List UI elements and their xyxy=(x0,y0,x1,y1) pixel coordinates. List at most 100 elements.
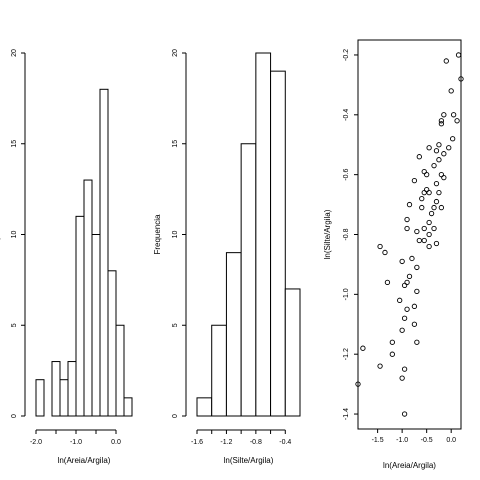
histogram-2-bar xyxy=(284,288,301,417)
x-tick-label: -0.4 xyxy=(279,439,291,446)
scatter-point xyxy=(419,204,425,211)
scatter-point xyxy=(441,174,447,181)
y-tick-label: 10 xyxy=(11,231,18,239)
scatter-point xyxy=(421,225,427,232)
scatter-point xyxy=(384,279,391,286)
y-tick-label: -1.4 xyxy=(343,408,350,420)
scatter-point xyxy=(438,121,445,127)
scatter-point xyxy=(424,172,430,178)
scatter-point xyxy=(406,201,413,208)
scatter-point xyxy=(389,351,395,357)
y-axis-label: Frequencia xyxy=(153,214,162,255)
scatter-point xyxy=(401,315,408,321)
scatter-point xyxy=(421,189,427,196)
scatter-point xyxy=(414,228,420,235)
scatter-point xyxy=(446,145,452,151)
scatter-point xyxy=(409,255,415,262)
x-tick-label: -2.0 xyxy=(30,439,42,446)
scatter-point xyxy=(411,303,418,309)
histogram-1-bar xyxy=(107,270,117,417)
scatter-point xyxy=(426,145,432,151)
scatter-point xyxy=(438,204,445,211)
scatter-point xyxy=(360,345,366,351)
scatter-point xyxy=(399,327,405,333)
histogram-2-bar xyxy=(255,52,272,417)
histogram-1-bar xyxy=(115,324,125,417)
scatter-point xyxy=(433,148,440,154)
scatter-point xyxy=(404,279,410,286)
scatter-point xyxy=(416,237,422,244)
scatter-point xyxy=(436,157,442,163)
scatter-point xyxy=(426,243,432,250)
histogram-1 xyxy=(35,88,133,417)
histogram-2 xyxy=(196,52,301,417)
x-tick-label: -0.8 xyxy=(250,439,262,446)
scatter-point xyxy=(426,189,432,196)
scatter-points xyxy=(355,52,464,417)
histogram-2-bar xyxy=(196,397,213,417)
x-tick-label: -1.5 xyxy=(372,437,384,444)
scatter-point xyxy=(401,366,408,372)
y-tick-label: 15 xyxy=(172,140,179,148)
y-axis-label: Frequencia xyxy=(0,214,1,255)
scatter-plot-frame xyxy=(357,39,462,430)
scatter-point xyxy=(397,297,403,303)
y-tick-label: 0 xyxy=(172,414,179,418)
x-axis-label: ln(Areia/Argila) xyxy=(58,456,111,465)
x-tick-label: -1.2 xyxy=(220,439,232,446)
scatter-point xyxy=(399,258,405,265)
scatter-point xyxy=(428,210,435,217)
y-tick-label: 0 xyxy=(11,414,18,418)
histogram-2-bar xyxy=(211,324,227,417)
y-tick-label: 5 xyxy=(172,323,179,327)
scatter-point xyxy=(426,231,432,238)
scatter-point xyxy=(411,177,418,184)
y-tick-label: 15 xyxy=(11,140,18,148)
histogram-1-bar xyxy=(59,379,69,417)
scatter-point xyxy=(450,136,456,142)
scatter-point xyxy=(414,339,420,345)
scatter-point xyxy=(450,112,457,118)
scatter-point xyxy=(431,204,437,211)
histogram-2-bar xyxy=(240,143,257,417)
x-tick-label: -1.0 xyxy=(70,439,82,446)
scatter-point xyxy=(438,172,445,178)
scatter-point xyxy=(424,186,430,193)
x-tick-label: 0.0 xyxy=(446,437,456,444)
y-tick-label: -1.0 xyxy=(343,288,350,300)
histogram-1-bar xyxy=(83,179,93,417)
scatter-point xyxy=(416,154,422,160)
scatter-point xyxy=(438,118,445,124)
scatter-point xyxy=(404,306,410,312)
histogram-1-bar xyxy=(67,361,77,417)
scatter-point xyxy=(355,381,361,387)
histogram-1-bar xyxy=(35,379,45,417)
scatter-point xyxy=(421,237,427,244)
histogram-1-bar xyxy=(99,88,109,417)
histogram-2-bar xyxy=(225,252,242,417)
scatter-point xyxy=(433,240,440,247)
scatter-point xyxy=(414,288,420,295)
scatter-point xyxy=(458,76,464,82)
scatter-point xyxy=(401,282,408,289)
y-tick-label: -0.4 xyxy=(343,109,350,121)
scatter-point xyxy=(389,339,395,345)
scatter-point xyxy=(401,411,408,417)
scatter-point xyxy=(455,52,462,58)
y-tick-label: -0.8 xyxy=(343,228,350,240)
scatter-point xyxy=(436,142,442,148)
scatter-point xyxy=(426,219,432,226)
y-tick-label: 5 xyxy=(11,323,18,327)
x-tick-label: -1.6 xyxy=(191,439,203,446)
y-tick-label: -0.6 xyxy=(343,169,350,181)
x-tick-label: -1.0 xyxy=(396,437,408,444)
y-tick-label: -1.2 xyxy=(343,348,350,360)
scatter-point xyxy=(377,363,383,369)
scatter-point xyxy=(414,264,420,271)
histogram-1-bar xyxy=(75,215,85,417)
scatter-point xyxy=(377,243,383,250)
scatter-point xyxy=(419,195,425,202)
x-tick-label: -0.5 xyxy=(421,437,433,444)
x-axis-label: ln(Areia/Argila) xyxy=(383,461,436,470)
